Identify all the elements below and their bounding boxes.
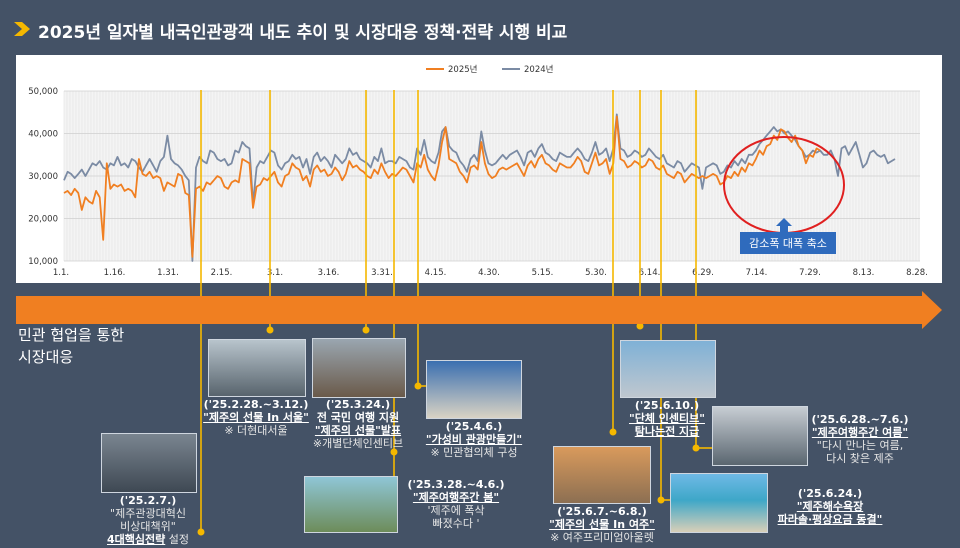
y-tick-label: 50,000 [28, 87, 58, 97]
x-tick-label: 4.15. [425, 268, 447, 278]
policy-marker [362, 326, 370, 334]
policy-text: 설정 [165, 533, 189, 546]
photo-spring-week [304, 476, 398, 533]
policy-note: ※ 더현대서울 [224, 424, 288, 437]
x-tick-label: 6.29. [692, 268, 714, 278]
x-tick-label: 5.30. [585, 268, 607, 278]
y-tick-label: 20,000 [28, 215, 58, 225]
policy-date: ('25.6.10.) [634, 399, 700, 412]
policy-note: 빠졌수다 ' [432, 517, 480, 530]
policy-caption-9: ('25.6.24.) "제주해수욕장 파라솔·평상요금 동결" [770, 487, 890, 526]
x-tick-label: 3.1. [267, 268, 283, 278]
photo-seoul-event [208, 339, 306, 397]
policy-caption-1: ('25.2.7.) "제주관광대혁신 비상대책위" 4대핵심전략 설정 [96, 494, 200, 546]
policy-date: ('25.4.6.) [445, 420, 503, 433]
policy-date: ('25.6.7.~6.8.) [557, 505, 647, 518]
series-line-2025년 [63, 115, 821, 258]
page-title: 2025년 일자별 내국인관광객 내도 추이 및 시장대응 정책·전략 시행 비… [38, 23, 568, 43]
decline-reduced-label: 감소폭 대폭 축소 [740, 232, 836, 254]
y-tick-label: 30,000 [28, 172, 58, 182]
market-response-line-2: 시장대응 [18, 348, 74, 366]
y-tick-label: 40,000 [28, 130, 58, 140]
policy-note: 다시 찾은 제주 [826, 452, 894, 465]
policy-marker [692, 444, 700, 452]
photo-announcement [312, 338, 406, 398]
policy-marker [266, 326, 274, 334]
policy-marker [636, 322, 644, 330]
legend-label: 2025년 [448, 64, 477, 75]
photo-group-incentive [620, 340, 716, 398]
x-tick-label: 4.30. [478, 268, 500, 278]
x-tick-label: 3.16. [318, 268, 340, 278]
policy-text: 전 국민 여행 지원 [316, 411, 400, 424]
policy-caption-7: ('25.6.10.) "단체 인센티브" 탐나는전 지급 [612, 399, 722, 438]
policy-date: ('25.2.28.~3.12.) [203, 398, 309, 411]
photo-yeoju-event [553, 446, 651, 504]
x-tick-label: 8.13. [853, 268, 875, 278]
x-tick-label: 7.14. [746, 268, 768, 278]
policy-note: ※ 여주프리미엄아울렛 [550, 531, 654, 544]
policy-date: ('25.3.28.~4.6.) [407, 478, 505, 491]
policy-highlight: "제주해수욕장 [796, 500, 864, 513]
policy-highlight: 4대핵심전략 [106, 533, 166, 546]
x-tick-label: 3.31. [371, 268, 393, 278]
policy-highlight: "제주여행주간 봄" [412, 491, 500, 504]
timeline-arrow [16, 291, 942, 329]
photo-summer-week [712, 406, 808, 466]
policy-text: 비상대책위" [120, 520, 176, 533]
policy-marker [414, 382, 422, 390]
y-tick-label: 10,000 [28, 257, 58, 267]
chart-panel: 10,000 20,000 30,000 40,000 50,000 1.1. 1.16. 1… [16, 55, 942, 283]
policy-highlight: 탐나는전 지급 [634, 425, 700, 438]
x-tick-label: 2.15. [211, 268, 233, 278]
policy-caption-3: ('25.3.24.) 전 국민 여행 지원 "제주의 선물"발표 ※개별단체인… [300, 398, 416, 450]
policy-highlight: "단체 인센티브" [628, 412, 705, 425]
market-response-line-1: 민관 협업을 통한 [18, 326, 125, 344]
policy-caption-6: ('25.6.7.~6.8.) "제주의 선물 In 여주" ※ 여주프리미엄아… [546, 505, 658, 544]
chevron-right-icon [14, 22, 30, 36]
x-tick-label: 5.15. [532, 268, 554, 278]
policy-highlight: 파라솔·평상요금 동결" [777, 513, 883, 526]
market-response-label: 민관 협업을 통한 시장대응 [18, 324, 124, 368]
policy-date: ('25.3.24.) [325, 398, 391, 411]
policy-highlight: "제주의 선물 In 여주" [549, 518, 655, 531]
policy-note: "다시 만나는 여름, [816, 439, 904, 452]
policy-caption-8: ('25.6.28.~7.6.) "제주여행주간 여름" "다시 만나는 여름,… [806, 413, 914, 465]
policy-highlight: "제주여행주간 여름" [811, 426, 909, 439]
policy-date: ('25.2.7.) [119, 494, 177, 507]
policy-highlight: "제주의 선물 In 서울" [203, 411, 309, 424]
x-tick-label: 6.14. [639, 268, 661, 278]
policy-highlight: "제주의 선물"발표 [314, 424, 402, 437]
photo-value-tourism [426, 360, 522, 419]
policy-caption-5: ('25.3.28.~4.6.) "제주여행주간 봄" '제주에 폭삭 빠졌수다… [400, 478, 512, 530]
x-tick-label: 1.1. [53, 268, 69, 278]
x-tick-label: 7.29. [799, 268, 821, 278]
policy-text: "제주관광대혁신 [110, 507, 186, 520]
policy-note: ※개별단체인센티브 [312, 437, 404, 450]
policy-marker [657, 496, 665, 504]
policy-note: ※ 민관협의체 구성 [430, 446, 518, 459]
policy-highlight: "가성비 관광만들기" [425, 433, 523, 446]
series-line-2024년 [63, 113, 896, 262]
policy-caption-4: ('25.4.6.) "가성비 관광만들기" ※ 민관협의체 구성 [416, 420, 532, 459]
legend-label: 2024년 [524, 64, 553, 75]
photo-beach [670, 473, 768, 533]
policy-date: ('25.6.28.~7.6.) [811, 413, 909, 426]
x-tick-label: 1.31. [157, 268, 179, 278]
x-tick-label: 1.16. [104, 268, 126, 278]
policy-note: '제주에 폭삭 [427, 504, 485, 517]
policy-date: ('25.6.24.) [797, 487, 863, 500]
x-tick-label: 8.28. [906, 268, 928, 278]
photo-meeting [101, 433, 197, 493]
policy-caption-2: ('25.2.28.~3.12.) "제주의 선물 In 서울" ※ 더현대서울 [196, 398, 316, 437]
line-chart: 10,000 20,000 30,000 40,000 50,000 1.1. 1.16. 1… [28, 64, 928, 278]
